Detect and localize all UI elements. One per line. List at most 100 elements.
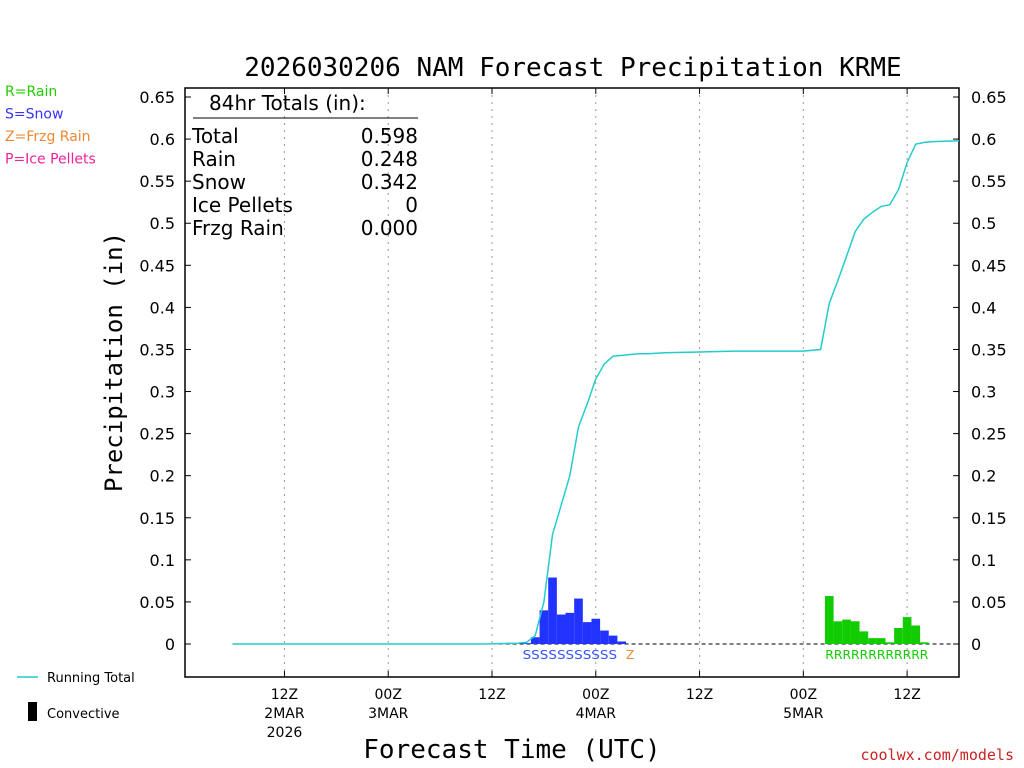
y-tick-label-left: 0.6 — [150, 130, 175, 149]
precip-bars — [522, 577, 929, 644]
x-tick-label: 00Z — [790, 687, 817, 703]
y-tick-label-left: 0.35 — [139, 340, 175, 359]
x-axis-label: Forecast Time (UTC) — [363, 735, 660, 765]
y-tick-label-right: 0.15 — [971, 509, 1007, 528]
y-tick-label-right: 0.5 — [971, 214, 996, 233]
totals-row-value: 0 — [405, 193, 418, 217]
totals-header: 84hr Totals (in): — [209, 91, 366, 115]
y-tick-label-right: 0.05 — [971, 593, 1007, 612]
precip-type-legend: R=Rain S=Snow Z=Frzg Rain P=Ice Pellets — [5, 84, 96, 168]
y-tick-label-right: 0.35 — [971, 340, 1007, 359]
x-tick-label: 00Z — [582, 687, 609, 703]
rain-bar — [850, 621, 860, 644]
rain-bar — [902, 617, 912, 644]
totals-row-label: Ice Pellets — [192, 193, 293, 217]
y-tick-label-right: 0.65 — [971, 88, 1007, 107]
snow-type-label: SSSSSSSSSSS — [523, 648, 617, 662]
y-tick-label-left: 0.45 — [139, 256, 175, 275]
snow-bar — [522, 643, 531, 644]
y-tick-label-left: 0.2 — [150, 467, 175, 486]
rain-bar — [833, 621, 843, 644]
totals-row-value: 0.248 — [361, 147, 418, 171]
rain-type-label: RRRRRRRRRRRR — [825, 648, 928, 662]
y-tick-label-right: 0 — [971, 635, 981, 654]
precip-type-legend-item: R=Rain — [5, 84, 57, 100]
credit-text: coolwx.com/models — [860, 746, 1014, 764]
y-tick-label-right: 0.3 — [971, 383, 996, 402]
totals-row-label: Total — [191, 124, 239, 148]
chart-title: 2026030206 NAM Forecast Precipitation KR… — [244, 53, 901, 83]
running-total-polyline — [232, 140, 960, 645]
convective-legend-swatch — [28, 702, 37, 721]
rain-bar — [920, 642, 929, 644]
y-tick-label-left: 0 — [165, 635, 175, 654]
rain-bar — [911, 625, 921, 644]
y-tick-label-right: 0.45 — [971, 256, 1007, 275]
y-tick-label-left: 0.15 — [139, 509, 175, 528]
snow-bar — [591, 618, 601, 644]
snow-bar — [600, 630, 609, 644]
y-tick-label-right: 0.55 — [971, 172, 1007, 191]
snow-bar — [608, 635, 618, 644]
snow-bar — [548, 577, 557, 644]
totals-row-value: 0.000 — [361, 216, 418, 240]
x-tick-label: 3MAR — [368, 706, 409, 722]
convective-legend-label: Convective — [47, 707, 120, 722]
x-tick-label: 5MAR — [783, 706, 824, 722]
y-axis-label: Precipitation (in) — [100, 232, 128, 492]
totals-box: 84hr Totals (in): Total 0.598 Rain 0.248 Snow… — [191, 91, 418, 240]
y-tick-label-right: 0.25 — [971, 425, 1007, 444]
rain-bar — [868, 638, 877, 644]
gridlines — [232, 88, 959, 677]
rain-bar — [824, 596, 834, 644]
snow-bar — [565, 612, 575, 644]
totals-row-label: Frzg Rain — [192, 216, 284, 240]
x-tick-label: 00Z — [375, 687, 402, 703]
y-tick-label-left: 0.05 — [139, 593, 175, 612]
snow-bar — [582, 622, 592, 644]
snow-bar — [539, 610, 549, 644]
precip-type-labels: SSSSSSSSSSS Z RRRRRRRRRRRR — [523, 648, 929, 662]
y-axis-ticks: 0 0 0.05 0.05 0.1 0.1 0.15 0.15 0.2 0.2 0.25 0.25 0.… — [139, 88, 1006, 654]
running-total-legend-label: Running Total — [47, 671, 135, 686]
x-tick-label: 12Z — [271, 687, 298, 703]
y-tick-label-right: 0.1 — [971, 551, 996, 570]
rain-bar — [876, 638, 886, 644]
precip-type-legend-item: Z=Frzg Rain — [5, 129, 91, 145]
x-axis-ticks: 12Z 2MAR 2026 00Z 3MAR 12Z 00Z 4MAR 12Z 00Z 5MAR 12… — [264, 88, 921, 741]
x-tick-label: 4MAR — [576, 706, 617, 722]
x-tick-label: 12Z — [686, 687, 713, 703]
totals-row-label: Snow — [192, 170, 246, 194]
x-tick-label: 2026 — [267, 725, 303, 741]
totals-row-label: Rain — [192, 147, 236, 171]
plot-frame — [184, 87, 960, 678]
rain-bar — [842, 619, 851, 644]
y-tick-label-left: 0.4 — [150, 298, 175, 317]
y-tick-label-right: 0.4 — [971, 298, 996, 317]
x-tick-label: 12Z — [893, 687, 920, 703]
x-tick-label: 12Z — [478, 687, 505, 703]
rain-bar — [859, 631, 869, 644]
precip-type-legend-item: P=Ice Pellets — [5, 152, 96, 168]
y-tick-label-left: 0.5 — [150, 214, 175, 233]
y-tick-label-left: 0.55 — [139, 172, 175, 191]
snow-bar — [574, 598, 583, 644]
totals-row-value: 0.598 — [361, 124, 418, 148]
series-legend: Running Total Convective — [17, 671, 135, 722]
y-tick-label-right: 0.6 — [971, 130, 996, 149]
running-total-line — [232, 140, 960, 645]
frzg-type-label: Z — [626, 648, 634, 662]
x-tick-label: 2MAR — [264, 706, 305, 722]
rain-bar — [894, 628, 903, 644]
snow-bar — [556, 614, 566, 644]
precip-type-legend-item: S=Snow — [5, 107, 63, 123]
y-tick-label-left: 0.3 — [150, 383, 175, 402]
y-tick-label-left: 0.1 — [150, 551, 175, 570]
snow-bar — [617, 641, 627, 644]
y-tick-label-left: 0.25 — [139, 425, 175, 444]
totals-row-value: 0.342 — [361, 170, 418, 194]
rain-bar — [885, 642, 895, 644]
snow-bar — [530, 637, 540, 644]
y-tick-label-right: 0.2 — [971, 467, 996, 486]
